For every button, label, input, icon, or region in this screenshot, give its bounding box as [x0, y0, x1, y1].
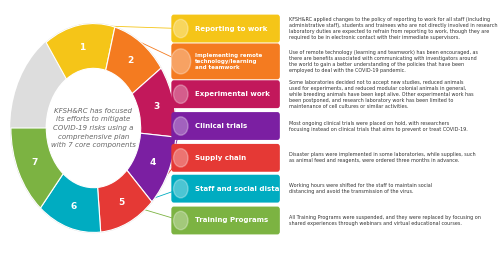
FancyBboxPatch shape — [172, 207, 280, 234]
Text: KFSH&RC has focused
its efforts to mitigate
COVID-19 risks using a
comprehensive: KFSH&RC has focused its efforts to mitig… — [51, 108, 136, 148]
Text: 4: 4 — [149, 158, 156, 167]
Wedge shape — [11, 128, 63, 208]
Text: Experimental work: Experimental work — [195, 91, 270, 97]
Text: 5: 5 — [118, 198, 124, 207]
Text: 7: 7 — [32, 158, 38, 167]
Text: All Training Programs were suspended, and they were replaced by focusing on
shar: All Training Programs were suspended, an… — [290, 215, 481, 226]
FancyBboxPatch shape — [172, 144, 280, 172]
Circle shape — [174, 179, 188, 198]
Circle shape — [174, 211, 188, 230]
Text: Use of remote technology (learning and teamwork) has been encouraged, as
there a: Use of remote technology (learning and t… — [290, 50, 478, 73]
Text: Training Programs: Training Programs — [195, 218, 268, 223]
Text: Clinical trials: Clinical trials — [195, 123, 247, 129]
Circle shape — [171, 49, 190, 74]
FancyBboxPatch shape — [172, 80, 280, 108]
Wedge shape — [132, 68, 176, 137]
Text: Staff and social distancing: Staff and social distancing — [195, 186, 301, 192]
Text: 6: 6 — [71, 202, 77, 211]
Wedge shape — [40, 174, 100, 232]
Text: Most ongoing clinical trials were placed on hold, with researchers
focusing inst: Most ongoing clinical trials were placed… — [290, 121, 468, 132]
Text: 3: 3 — [153, 102, 160, 111]
Text: Supply chain: Supply chain — [195, 155, 246, 161]
Text: Some laboratories decided not to accept new studies, reduced animals
used for ex: Some laboratories decided not to accept … — [290, 80, 474, 109]
Text: 2: 2 — [128, 56, 134, 65]
Wedge shape — [98, 170, 152, 232]
Circle shape — [11, 24, 176, 232]
FancyBboxPatch shape — [172, 175, 280, 202]
Circle shape — [174, 149, 188, 167]
Circle shape — [46, 68, 140, 188]
Text: Disaster plans were implemented in some laboratories, while supplies, such
as an: Disaster plans were implemented in some … — [290, 152, 476, 163]
Circle shape — [174, 117, 188, 135]
Circle shape — [174, 85, 188, 103]
Text: Reporting to work: Reporting to work — [195, 26, 268, 31]
Text: 1: 1 — [79, 43, 86, 52]
Text: Implementing remote
technology/learning
and teamwork: Implementing remote technology/learning … — [195, 53, 262, 70]
Circle shape — [174, 19, 188, 38]
Text: Working hours were shifted for the staff to maintain social
distancing and avoid: Working hours were shifted for the staff… — [290, 183, 432, 194]
Wedge shape — [106, 27, 161, 94]
Wedge shape — [46, 24, 115, 79]
FancyBboxPatch shape — [172, 44, 280, 79]
FancyBboxPatch shape — [172, 112, 280, 140]
Wedge shape — [127, 133, 176, 202]
Text: KFSH&RC applied changes to the policy of reporting to work for all staff (includ: KFSH&RC applied changes to the policy of… — [290, 17, 498, 40]
FancyBboxPatch shape — [172, 15, 280, 42]
